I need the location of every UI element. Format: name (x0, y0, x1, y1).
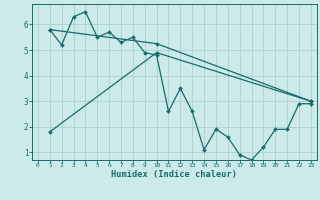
X-axis label: Humidex (Indice chaleur): Humidex (Indice chaleur) (111, 170, 237, 179)
